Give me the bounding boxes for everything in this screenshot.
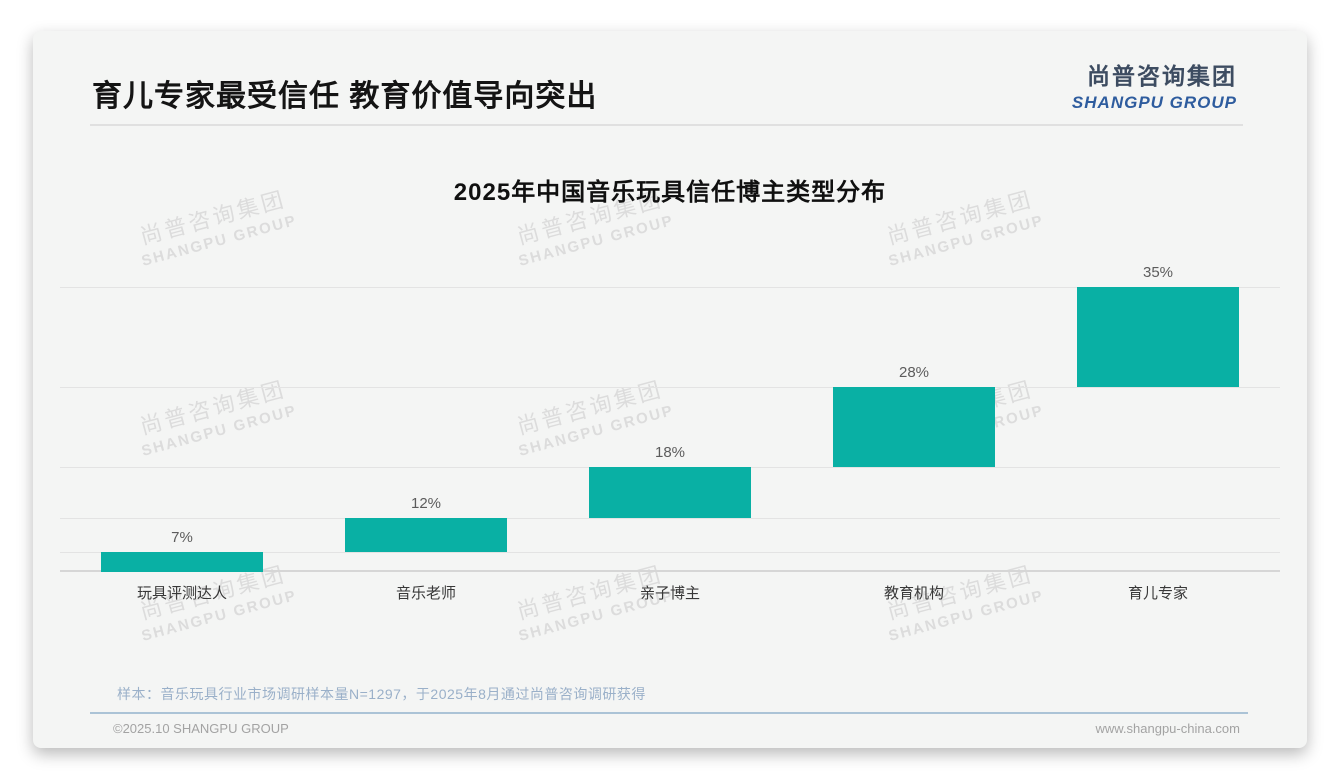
bar-value-label: 12%	[410, 494, 442, 512]
chart-bar	[833, 386, 995, 467]
logo-english-text: SHANGPU GROUP	[1071, 93, 1237, 112]
chart-title: 2025年中国音乐玩具信任博主类型分布	[453, 179, 887, 206]
chart-bar	[1077, 287, 1239, 387]
title-divider	[90, 124, 1243, 126]
chart-bar	[345, 517, 507, 553]
footer-divider	[90, 712, 1248, 714]
category-label: 教育机构	[883, 585, 944, 602]
logo-chinese-text: 尚普咨询集团	[1087, 63, 1237, 89]
step-connector-line	[60, 386, 1280, 388]
category-label: 亲子博主	[639, 585, 700, 602]
category-label: 音乐老师	[395, 585, 456, 602]
chart-plot: 7% 玩具评测达人 12% 音乐老师 18% 亲子博主 28% 教育机构 35% 育儿专家	[60, 264, 1280, 602]
bar-value-label: 7%	[171, 529, 193, 547]
bar-value-label: 35%	[1142, 264, 1174, 281]
step-connector-line	[60, 517, 1280, 519]
sample-note: 样本：音乐玩具行业市场调研样本量N=1297，于2025年8月通过尚普咨询调研获…	[117, 686, 646, 702]
chart-bar	[101, 552, 263, 572]
website-url: www.shangpu-china.com	[1095, 721, 1240, 736]
chart-bar	[589, 466, 751, 518]
step-connector-line	[60, 287, 1280, 288]
company-logo: 尚普咨询集团 SHANGPU GROUP	[1072, 57, 1237, 113]
copyright-text: ©2025.10 SHANGPU GROUP	[113, 721, 289, 736]
step-connector-line	[60, 552, 1280, 554]
page-title: 育儿专家最受信任 教育价值导向突出	[92, 80, 598, 113]
bar-value-label: 28%	[898, 363, 930, 381]
category-label: 玩具评测达人	[136, 585, 227, 602]
bar-value-label: 18%	[654, 443, 686, 461]
slide-card: 尚普咨询集团 SHANGPU GROUP 尚普咨询集团 SHANGPU GROUP 尚普…	[33, 31, 1307, 748]
category-label: 育儿专家	[1127, 585, 1188, 602]
